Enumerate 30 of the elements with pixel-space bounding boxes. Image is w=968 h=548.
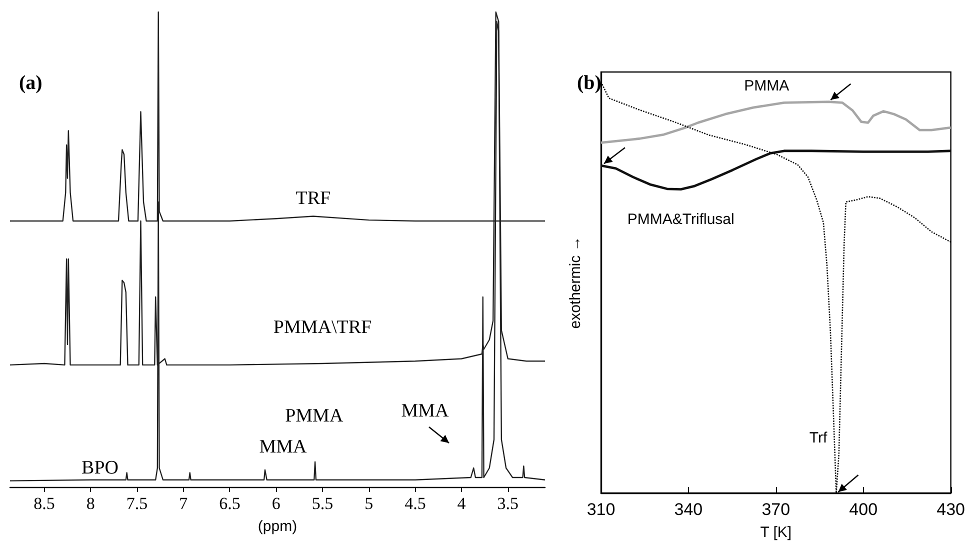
x-tick-label: 3.5 xyxy=(497,494,519,513)
y-axis-title: exothermic → xyxy=(567,236,584,329)
x-tick-label: 8.5 xyxy=(34,494,55,513)
x-tick-label: 370 xyxy=(762,500,790,519)
x-tick-label: 310 xyxy=(586,500,616,519)
x-tick-label: 5 xyxy=(364,494,374,513)
text: PMMA xyxy=(285,405,344,426)
x-tick-label: 7.5 xyxy=(126,494,148,513)
x-tick-label: 4 xyxy=(457,494,466,513)
series-label: TRF xyxy=(296,188,331,209)
x-tick-label: 4.5 xyxy=(404,494,426,513)
x-axis-title: (ppm) xyxy=(258,518,298,535)
series-label: Trf xyxy=(809,430,828,446)
annotation: BPO xyxy=(82,458,118,478)
chart-title: (b) xyxy=(577,72,602,94)
x-tick-label: 6 xyxy=(272,494,280,513)
x-tick-label: 7 xyxy=(179,494,188,513)
series-label: PMMA&Triflusal xyxy=(627,210,734,228)
x-tick-label: 400 xyxy=(849,500,878,519)
series-label: PMMA xyxy=(744,77,790,94)
series-label: PMMA\TRF xyxy=(273,317,372,338)
annotation: MMA xyxy=(259,436,308,458)
annotation: MMA xyxy=(401,400,450,422)
x-tick-label: 430 xyxy=(936,500,966,519)
x-tick-label: 5.5 xyxy=(312,494,334,513)
x-tick-label: 340 xyxy=(674,500,703,519)
x-axis-title: T [K] xyxy=(760,524,792,541)
x-tick-label: 6.5 xyxy=(219,494,240,513)
x-tick-label: 8 xyxy=(86,494,95,513)
text: (a) xyxy=(19,72,42,94)
